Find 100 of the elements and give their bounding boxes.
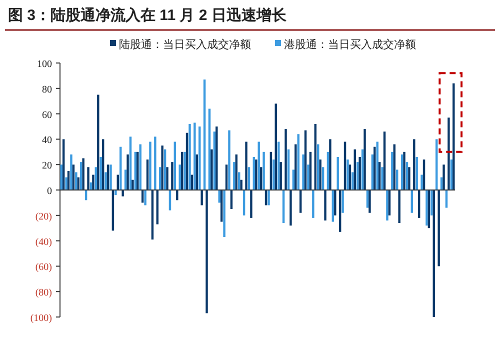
bar [149, 142, 152, 190]
chart-title: 图 3：陆股通净流入在 11 月 2 日迅速增长 [8, 6, 288, 24]
bar [302, 154, 304, 190]
bar [104, 172, 107, 190]
bar [250, 190, 252, 218]
bar [448, 118, 450, 190]
y-tick-label: 100 [37, 59, 52, 70]
bar [416, 156, 418, 190]
legend-label: 港股通：当日买入成交净额 [284, 38, 416, 51]
bar [284, 129, 287, 190]
bar [171, 162, 174, 190]
bar [381, 167, 384, 190]
bar [297, 134, 300, 190]
bar [82, 158, 84, 190]
bar [65, 177, 68, 190]
bar [352, 172, 354, 190]
legend-label: 陆股通：当日买入成交净额 [119, 38, 251, 51]
y-tick-label: (60) [35, 262, 52, 274]
bar [268, 190, 270, 206]
bar [294, 144, 297, 190]
bar [126, 154, 129, 190]
bar [452, 83, 455, 190]
bar [364, 129, 366, 190]
bar [178, 164, 181, 190]
bar [154, 136, 156, 190]
bar [161, 146, 164, 190]
bar [144, 190, 146, 206]
y-tick-label: 0 [47, 186, 52, 197]
bar [403, 152, 406, 190]
bar [122, 190, 124, 196]
bar [280, 162, 282, 190]
bar [329, 139, 332, 190]
y-tick-label: (20) [35, 211, 52, 222]
bar [274, 104, 278, 190]
bar [75, 172, 78, 190]
bar [442, 164, 445, 190]
bar [110, 164, 112, 190]
bar [176, 190, 178, 200]
bar [70, 154, 72, 190]
bar [255, 160, 258, 190]
bar [307, 164, 310, 190]
bar [60, 164, 62, 190]
bar [430, 190, 433, 216]
y-tick-label: (80) [35, 288, 52, 299]
bar [258, 142, 260, 190]
bar [216, 126, 218, 190]
y-tick-label: (40) [35, 236, 52, 248]
bar [132, 180, 134, 190]
bar [245, 142, 248, 190]
bar [184, 152, 186, 190]
bar [334, 190, 336, 216]
y-tick-label: 20 [42, 160, 52, 172]
bar [206, 190, 208, 314]
bar [194, 122, 196, 190]
bar [62, 139, 65, 190]
bar [203, 80, 206, 190]
bar [100, 156, 102, 190]
bar [426, 190, 428, 226]
y-tick-label: 80 [42, 84, 52, 96]
bar [277, 142, 280, 190]
bar [272, 160, 275, 190]
bar [228, 130, 230, 190]
bar [233, 162, 236, 190]
bar [102, 139, 104, 190]
bar [174, 142, 176, 190]
bar [324, 190, 326, 220]
bar [420, 174, 423, 190]
bar [166, 167, 168, 190]
bar [358, 156, 361, 190]
y-tick-label: (100) [30, 313, 52, 324]
bar [240, 180, 242, 190]
bar [336, 156, 339, 190]
bar [136, 152, 139, 190]
bar [139, 144, 142, 190]
bar [432, 190, 436, 317]
bar [97, 94, 100, 190]
bar [218, 190, 220, 203]
bar [368, 190, 371, 213]
bar [376, 142, 378, 190]
bar [223, 190, 226, 237]
bar [319, 160, 322, 190]
bar [188, 124, 191, 190]
bar [346, 160, 349, 190]
bar [114, 190, 117, 196]
bar [344, 142, 346, 190]
bar [435, 139, 438, 190]
bar [87, 167, 90, 190]
y-tick-label: 40 [42, 135, 52, 146]
bar [342, 190, 344, 213]
bar [408, 167, 410, 190]
bar [438, 190, 440, 266]
bar [398, 190, 400, 224]
bar [386, 190, 388, 220]
bar [92, 174, 94, 190]
bar [262, 152, 265, 190]
bar [210, 149, 213, 190]
bar [200, 190, 203, 206]
bar [208, 108, 211, 190]
bar [374, 146, 376, 190]
y-tick-label: 60 [42, 110, 52, 121]
